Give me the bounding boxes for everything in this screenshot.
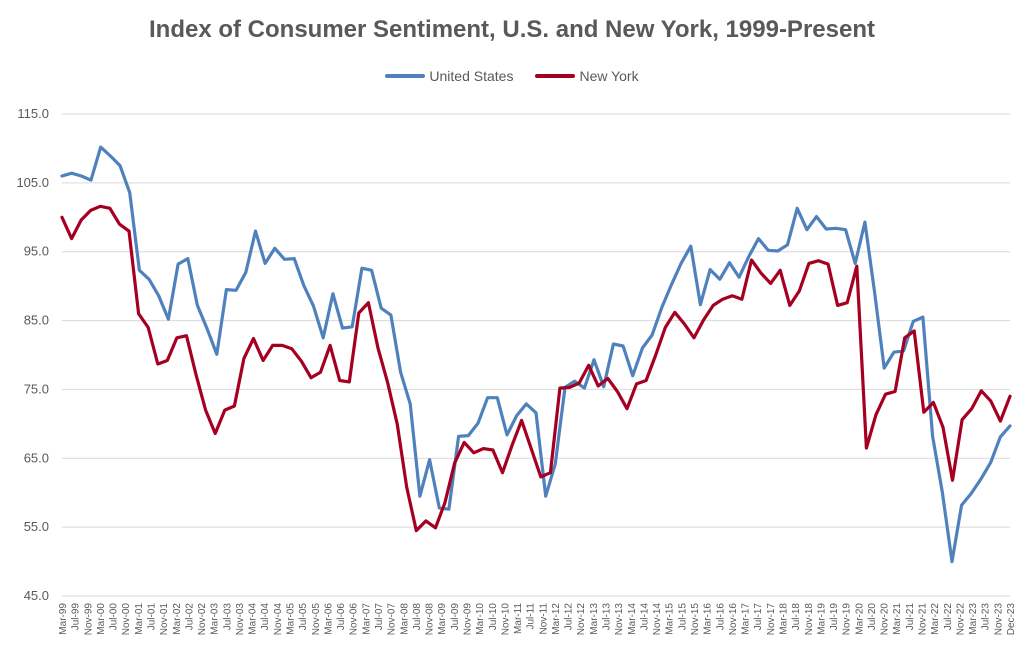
x-tick-label: Nov-08	[425, 603, 436, 636]
x-tick-label: Mar-05	[286, 603, 297, 635]
series-line-new-york	[60, 204, 1012, 533]
x-tick-label: Jul-13	[602, 603, 613, 631]
x-tick-label: Jul-15	[677, 603, 688, 631]
x-tick-label: Mar-09	[437, 603, 448, 635]
x-tick-label: Mar-19	[816, 603, 827, 635]
x-tick-label: Mar-12	[551, 603, 562, 635]
y-tick-label: 95.0	[24, 244, 49, 259]
legend-item-ny: New York	[535, 68, 639, 84]
y-tick-label: 105.0	[16, 175, 49, 190]
x-tick-label: Mar-10	[475, 603, 486, 635]
x-tick-label: Mar-07	[361, 603, 372, 635]
series-line-united-states	[60, 145, 1012, 564]
x-tick-label: Jul-20	[867, 603, 878, 631]
x-tick-label: Nov-18	[804, 603, 815, 636]
x-tick-label: Dec-23	[1006, 603, 1017, 636]
x-tick-label: Jul-12	[564, 603, 575, 631]
legend-label-ny: New York	[579, 68, 639, 84]
x-tick-label: Mar-06	[323, 603, 334, 635]
x-tick-label: Mar-11	[513, 603, 524, 634]
x-tick-label: Mar-02	[172, 603, 183, 635]
x-tick-label: Jul-11	[526, 603, 537, 630]
chart-title: Index of Consumer Sentiment, U.S. and Ne…	[149, 16, 875, 43]
x-tick-label: Nov-05	[311, 603, 322, 636]
legend-label-us: United States	[429, 68, 514, 84]
x-tick-label: Nov-12	[576, 603, 587, 636]
y-tick-label: 85.0	[24, 313, 49, 328]
x-tick-label: Jul-09	[450, 603, 461, 631]
y-tick-label: 45.0	[24, 588, 49, 603]
x-tick-label: Jul-21	[905, 603, 916, 631]
x-tick-label: Nov-19	[842, 603, 853, 636]
x-tick-label: Jul-06	[336, 603, 347, 631]
x-tick-label: Nov-14	[652, 603, 663, 636]
x-tick-label: Jul-16	[715, 603, 726, 631]
x-tick-label: Mar-21	[892, 603, 903, 635]
x-tick-label: Jul-08	[412, 603, 423, 631]
legend-swatch-us	[385, 74, 426, 78]
y-tick-label: 115.0	[17, 106, 49, 121]
x-tick-label: Mar-22	[930, 603, 941, 635]
x-tick-label: Mar-18	[778, 603, 789, 635]
x-tick-label: Jul-03	[222, 603, 233, 631]
x-tick-label: Mar-04	[248, 603, 259, 635]
x-tick-label: Jul-99	[71, 603, 82, 631]
x-tick-label: Jul-18	[791, 603, 802, 631]
x-tick-label: Mar-08	[399, 603, 410, 635]
x-tick-label: Mar-15	[665, 603, 676, 635]
x-tick-label: Mar-99	[58, 603, 69, 635]
x-tick-label: Mar-23	[968, 603, 979, 635]
x-tick-label: Nov-10	[500, 603, 511, 636]
x-tick-label: Mar-03	[210, 603, 221, 635]
x-tick-label: Nov-01	[159, 603, 170, 636]
y-tick-label: 55.0	[24, 519, 49, 534]
x-tick-label: Nov-11	[538, 603, 549, 635]
legend-item-us: United States	[385, 68, 513, 84]
x-tick-label: Mar-16	[703, 603, 714, 635]
y-tick-label: 75.0	[24, 381, 49, 396]
y-tick-label: 65.0	[24, 450, 49, 465]
x-tick-label: Jul-04	[260, 603, 271, 631]
x-tick-label: Mar-01	[134, 603, 145, 635]
x-tick-label: Nov-07	[387, 603, 398, 636]
x-tick-label: Nov-21	[918, 603, 929, 636]
legend: United States New York	[0, 68, 1024, 84]
x-tick-label: Nov-06	[349, 603, 360, 636]
x-tick-label: Nov-00	[121, 603, 132, 636]
x-tick-label: Jul-10	[488, 603, 499, 631]
x-tick-label: Mar-14	[627, 603, 638, 635]
x-tick-label: Jul-19	[829, 603, 840, 631]
x-tick-label: Jul-02	[184, 603, 195, 631]
x-tick-label: Nov-04	[273, 603, 284, 636]
x-tick-label: Nov-09	[462, 603, 473, 636]
x-tick-label: Mar-17	[741, 603, 752, 635]
x-tick-label: Jul-00	[109, 603, 120, 631]
x-tick-label: Jul-01	[146, 603, 157, 631]
legend-swatch-ny	[535, 74, 576, 78]
x-tick-label: Nov-20	[880, 603, 891, 636]
x-tick-label: Nov-22	[955, 603, 966, 636]
x-tick-label: Mar-20	[854, 603, 865, 635]
x-tick-label: Mar-13	[589, 603, 600, 635]
x-tick-label: Jul-05	[298, 603, 309, 631]
x-tick-label: Nov-16	[728, 603, 739, 636]
x-tick-label: Nov-17	[766, 603, 777, 636]
x-tick-label: Jul-07	[374, 603, 385, 631]
x-tick-label: Jul-22	[943, 603, 954, 631]
x-tick-label: Mar-00	[96, 603, 107, 635]
x-tick-label: Nov-23	[993, 603, 1004, 636]
x-tick-label: Nov-99	[83, 603, 94, 636]
x-tick-label: Nov-13	[614, 603, 625, 636]
x-tick-label: Jul-14	[639, 603, 650, 631]
x-tick-label: Nov-15	[690, 603, 701, 636]
x-tick-label: Jul-23	[981, 603, 992, 631]
x-tick-label: Jul-17	[753, 603, 764, 631]
x-tick-label: Nov-03	[235, 603, 246, 636]
x-tick-label: Nov-02	[197, 603, 208, 636]
